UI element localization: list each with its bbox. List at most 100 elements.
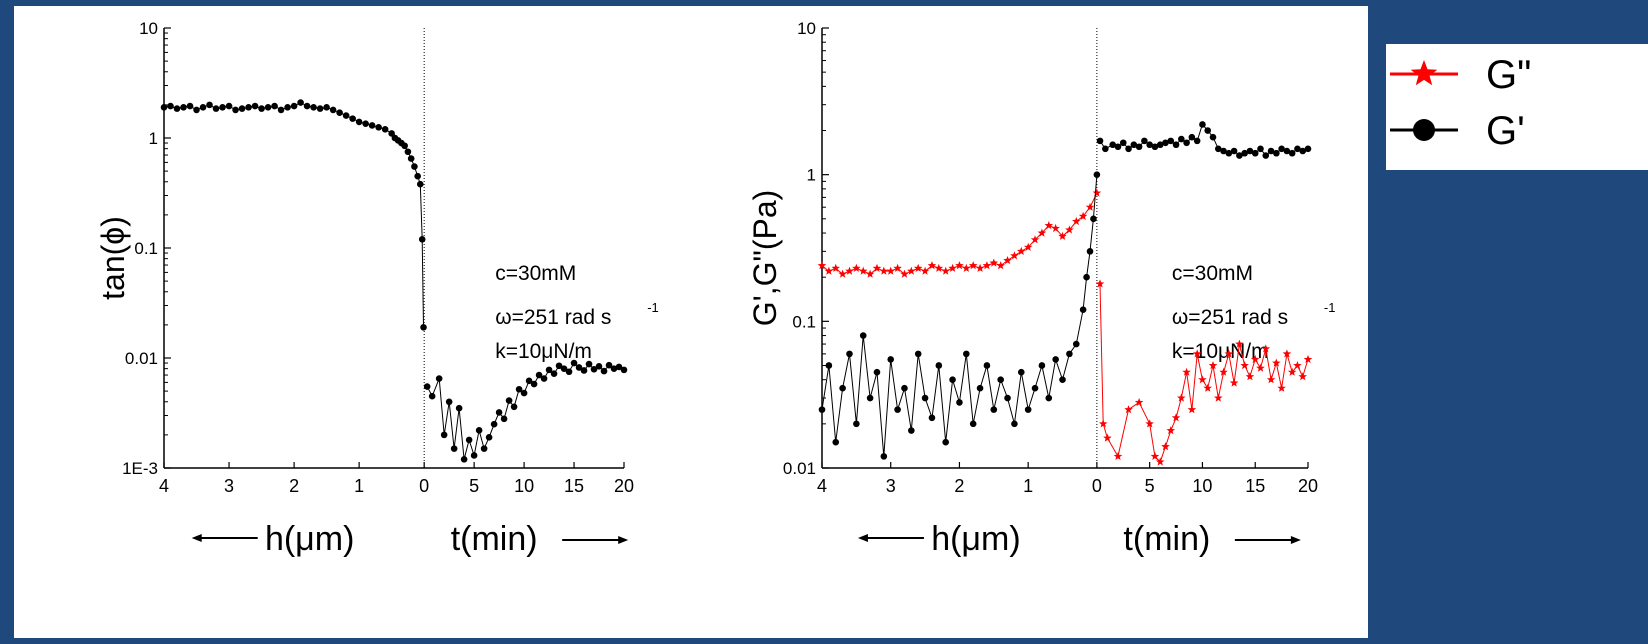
data-point [590, 365, 598, 373]
x-tick-label-h: 2 [954, 476, 964, 496]
series-2 [818, 121, 1312, 460]
data-point [1172, 141, 1180, 149]
data-point [1298, 372, 1307, 381]
data-point [955, 261, 964, 270]
data-point [969, 420, 977, 428]
data-point [1124, 405, 1133, 414]
data-point [251, 102, 259, 110]
x-tick-label-t: 10 [1192, 476, 1212, 496]
data-point [1066, 350, 1073, 358]
data-point [983, 362, 991, 369]
data-point [908, 427, 915, 434]
legend-circle-marker [1413, 119, 1435, 141]
data-point [859, 266, 868, 275]
legend-label: G" [1486, 53, 1531, 97]
data-point [1203, 383, 1212, 392]
data-point [329, 106, 337, 114]
data-point [1250, 354, 1260, 364]
data-point [555, 362, 563, 370]
data-point [323, 104, 330, 111]
data-point [1141, 137, 1148, 145]
data-point [440, 431, 448, 439]
data-point [1098, 419, 1108, 428]
right-arrow-head [618, 536, 629, 544]
data-point [1093, 171, 1101, 178]
data-point [1095, 279, 1105, 288]
data-point [1256, 363, 1265, 372]
data-point [1044, 221, 1054, 230]
data-point [1282, 349, 1292, 358]
data-point [1072, 216, 1081, 226]
data-point [1287, 367, 1297, 376]
x-axis-label-h: h(μm) [265, 520, 354, 558]
data-point [520, 389, 528, 397]
data-point [1204, 127, 1212, 134]
data-point [1156, 141, 1164, 149]
data-point [1037, 228, 1047, 237]
legend: G" G' [1386, 44, 1648, 170]
data-point [225, 102, 233, 110]
data-point [470, 452, 478, 459]
data-point [901, 384, 908, 392]
data-point [1017, 368, 1025, 376]
data-point [245, 104, 252, 111]
annotation-concentration: c=30mM [1172, 262, 1253, 285]
data-point [510, 403, 518, 411]
data-point [349, 115, 356, 122]
y-tick-label: 0.01 [125, 349, 158, 368]
data-point [852, 263, 861, 272]
data-point [180, 104, 187, 111]
data-point [1246, 147, 1254, 155]
data-point [388, 130, 395, 137]
data-point [948, 263, 957, 272]
data-point [1257, 145, 1264, 153]
data-point [825, 362, 833, 369]
data-point [1135, 143, 1143, 151]
data-point [212, 105, 220, 112]
right-arrow-head [1290, 536, 1301, 544]
data-point [927, 261, 937, 270]
data-point [580, 367, 588, 374]
data-point [838, 269, 847, 278]
x-tick-label-t: 15 [1245, 476, 1265, 496]
data-point [167, 102, 174, 110]
data-point [495, 409, 503, 416]
data-point [1182, 367, 1191, 376]
data-point [1251, 149, 1259, 157]
data-point [990, 406, 998, 413]
data-point [997, 376, 1004, 383]
data-point [1125, 145, 1132, 153]
data-point [1208, 361, 1218, 370]
data-point [465, 436, 473, 444]
data-point [600, 367, 608, 375]
y-axis-label: tan(ϕ) [95, 216, 131, 300]
data-point [1004, 394, 1011, 402]
data-point [1230, 147, 1238, 155]
data-point [560, 365, 568, 372]
data-point [515, 385, 523, 393]
data-point [1267, 147, 1275, 155]
data-point [284, 104, 291, 111]
data-point [1051, 223, 1060, 233]
data-point [886, 266, 895, 275]
data-point [941, 266, 950, 275]
data-point [1162, 139, 1169, 147]
data-point [1240, 361, 1249, 370]
data-point [423, 383, 431, 390]
series-line [426, 362, 625, 460]
data-point [1283, 147, 1291, 155]
data-point [1188, 133, 1196, 141]
y-tick-label: 10 [797, 19, 816, 38]
data-point [1219, 367, 1228, 376]
data-point [1229, 378, 1239, 387]
data-point [160, 104, 168, 111]
data-point [956, 399, 963, 406]
data-point [445, 398, 453, 406]
data-point [913, 263, 923, 272]
data-point [1245, 372, 1255, 381]
x-axis-label-t: t(min) [451, 520, 538, 558]
data-point [1130, 141, 1138, 149]
data-point [1220, 147, 1227, 155]
data-point [1192, 349, 1202, 358]
data-point [355, 118, 363, 126]
